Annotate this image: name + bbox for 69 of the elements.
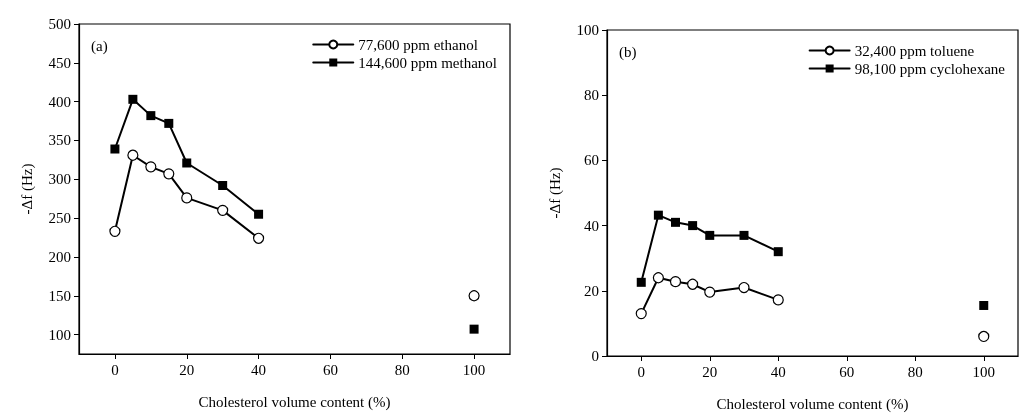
x-tick-label: 0 <box>637 363 645 380</box>
x-tick-label: 40 <box>251 361 267 378</box>
point <box>687 278 699 290</box>
point <box>979 300 989 310</box>
point <box>652 272 664 284</box>
point <box>469 324 479 334</box>
x-axis-title: Cholesterol volume content (%) <box>198 393 391 411</box>
x-tick-label: 80 <box>394 361 410 378</box>
x-tick-label: 0 <box>111 361 119 378</box>
y-tick-label: 450 <box>48 54 71 71</box>
point <box>217 204 229 216</box>
point <box>704 286 716 298</box>
point <box>688 221 698 231</box>
y-tick-label: 80 <box>584 87 599 104</box>
y-axis-title: -Δf (Hz) <box>546 167 564 219</box>
point <box>164 118 174 128</box>
point <box>182 158 192 168</box>
point <box>653 210 663 220</box>
x-tick-label: 100 <box>972 363 995 380</box>
x-tick-label: 100 <box>462 361 486 378</box>
x-tick-label: 80 <box>907 363 923 380</box>
legend-label: 32,400 ppm toluene <box>854 42 975 59</box>
y-tick-label: 100 <box>48 326 71 343</box>
x-tick-label: 60 <box>839 363 855 380</box>
y-tick-label: 60 <box>584 152 599 169</box>
x-tick-label: 40 <box>770 363 786 380</box>
x-axis-title: Cholesterol volume content (%) <box>716 395 909 413</box>
y-tick-label: 250 <box>48 210 71 227</box>
point <box>636 277 646 287</box>
y-tick-label: 40 <box>584 217 599 234</box>
y-tick-label: 200 <box>48 248 71 265</box>
point <box>772 294 784 306</box>
point <box>145 161 157 173</box>
point <box>128 94 138 104</box>
y-tick-label: 0 <box>591 348 599 364</box>
y-tick-label: 400 <box>48 93 71 110</box>
point <box>163 168 175 180</box>
point <box>468 290 480 302</box>
point <box>146 111 156 121</box>
y-tick-label: 300 <box>48 171 71 188</box>
point <box>739 230 749 240</box>
point <box>181 192 193 204</box>
y-tick-label: 500 <box>48 16 71 32</box>
point <box>635 308 647 320</box>
legend-label: 98,100 ppm cyclohexane <box>854 60 1006 77</box>
x-tick-label: 20 <box>702 363 718 380</box>
point <box>109 225 121 237</box>
y-tick-label: 100 <box>576 22 599 38</box>
point <box>254 209 264 219</box>
point <box>705 230 715 240</box>
point <box>671 217 680 227</box>
point <box>252 232 265 244</box>
y-tick-label: 150 <box>48 287 71 304</box>
legend-label: 144,600 ppm methanol <box>358 54 498 71</box>
x-tick-label: 20 <box>179 361 195 378</box>
legend-label: 77,600 ppm ethanol <box>358 36 478 53</box>
y-tick-label: 350 <box>48 132 71 149</box>
point <box>773 247 783 257</box>
x-tick-label: 60 <box>322 361 338 378</box>
annotation: (a) <box>91 37 108 55</box>
point <box>738 281 750 294</box>
point <box>218 181 228 191</box>
point <box>978 330 990 343</box>
point <box>127 149 139 161</box>
point <box>110 144 120 154</box>
annotation: (b) <box>619 43 637 61</box>
y-tick-label: 20 <box>584 282 599 299</box>
y-axis-title: -Δf (Hz) <box>18 163 36 215</box>
point <box>669 276 682 288</box>
